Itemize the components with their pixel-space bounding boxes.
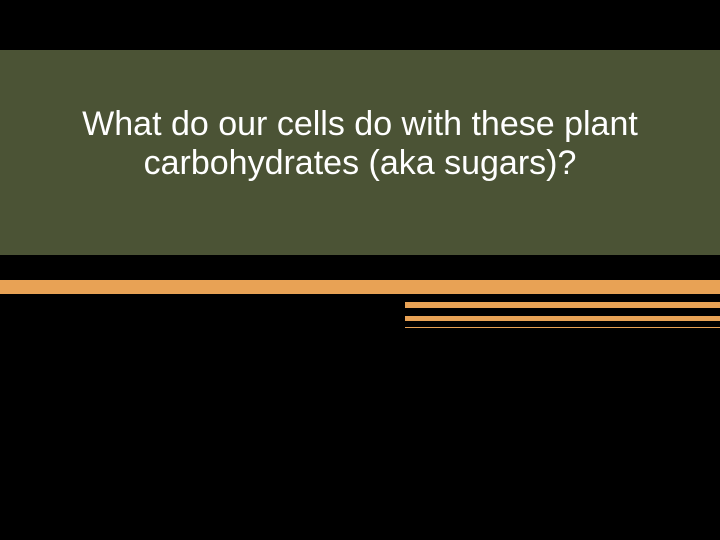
slide-title: What do our cells do with these plant ca… bbox=[0, 50, 720, 183]
title-band: What do our cells do with these plant ca… bbox=[0, 50, 720, 255]
slide: What do our cells do with these plant ca… bbox=[0, 0, 720, 540]
accent-bar-3 bbox=[405, 327, 720, 328]
accent-bar-0 bbox=[0, 280, 720, 294]
accent-bar-1 bbox=[405, 302, 720, 308]
accent-bar-2 bbox=[405, 316, 720, 321]
